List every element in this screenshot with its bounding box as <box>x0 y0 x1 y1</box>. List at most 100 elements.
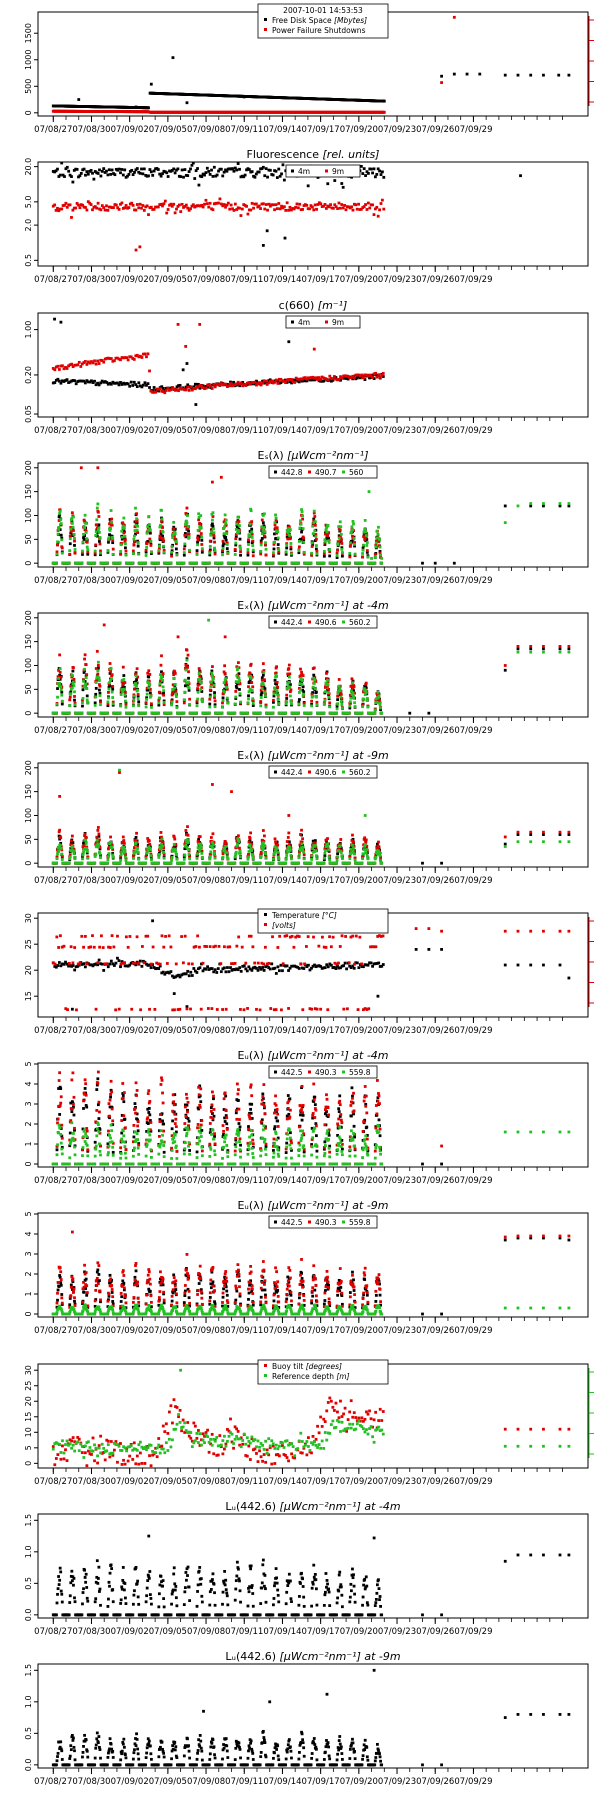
diurnal-point <box>310 551 314 555</box>
diurnal-point <box>93 701 97 705</box>
trend-point <box>51 381 55 385</box>
diurnal-point <box>69 531 73 535</box>
trend-point <box>169 388 173 392</box>
data-point <box>478 72 482 76</box>
diurnal-point <box>235 522 239 526</box>
trend-point <box>303 379 307 383</box>
diurnal-point <box>299 537 302 541</box>
diurnal-point <box>324 540 327 543</box>
diurnal-point <box>58 509 62 513</box>
diurnal-point <box>195 553 199 556</box>
band-point <box>100 169 104 173</box>
trend-point <box>122 356 125 360</box>
diurnal-point <box>301 514 305 518</box>
data-points <box>51 618 571 715</box>
band-point <box>85 208 89 212</box>
diurnal-point <box>212 531 216 535</box>
data-point <box>567 73 571 77</box>
trend-point <box>157 389 161 393</box>
diurnal-point <box>246 548 250 551</box>
band-point <box>65 205 69 209</box>
diurnal-point <box>135 512 138 516</box>
trend-point <box>53 381 57 384</box>
x-tick-label: 07/09/05 <box>149 576 187 586</box>
diurnal-point <box>118 561 122 565</box>
band-point <box>197 183 201 187</box>
x-tick-label: 07/09/02 <box>111 726 149 736</box>
data-point <box>53 317 56 321</box>
trend-point <box>218 383 222 387</box>
band-point <box>61 204 65 207</box>
diurnal-point <box>162 539 166 543</box>
band-point <box>294 205 297 209</box>
x-tick-label: 07/09/29 <box>454 726 492 736</box>
trend-point <box>256 382 260 385</box>
x-tick-label: 07/09/23 <box>378 576 416 586</box>
band-point <box>215 201 219 205</box>
diurnal-point <box>149 539 153 543</box>
x-tick-label: 07/09/08 <box>187 125 225 135</box>
data-point <box>529 502 533 505</box>
band-point <box>267 202 271 206</box>
y-tick-label: 1000 <box>24 50 33 70</box>
band-point <box>67 169 71 173</box>
band-point <box>224 205 227 209</box>
trend-point <box>51 367 55 370</box>
band-point <box>154 167 157 171</box>
diurnal-point <box>234 543 238 547</box>
trend-point <box>70 362 74 366</box>
band-point <box>151 173 155 177</box>
trend-point <box>343 376 347 380</box>
trend-point <box>80 362 84 366</box>
diurnal-point <box>259 543 263 547</box>
diurnal-point <box>68 542 72 546</box>
trend-point <box>74 382 78 386</box>
data-point <box>440 81 443 84</box>
band-point <box>116 168 120 172</box>
legend-label: Free Disk Space [Mbytes] <box>272 16 367 25</box>
trend-point <box>204 384 208 388</box>
band-point <box>259 167 262 171</box>
diurnal-point <box>159 532 163 536</box>
band-point <box>238 206 241 210</box>
band-point <box>284 208 288 212</box>
diurnal-point <box>72 532 76 536</box>
diurnal-point <box>212 534 216 538</box>
band-point <box>291 207 295 210</box>
trend-point <box>346 377 350 381</box>
diurnal-point <box>234 535 238 538</box>
band-point <box>177 174 181 178</box>
chart-title: c(660) [m⁻¹] <box>279 299 348 312</box>
trend-point <box>302 379 306 382</box>
band-point <box>205 166 209 170</box>
band-point <box>345 205 349 209</box>
band-point <box>359 164 363 168</box>
diurnal-point <box>108 533 111 537</box>
diurnal-point <box>373 561 377 565</box>
band-point <box>214 174 218 178</box>
band-point <box>266 208 269 212</box>
diurnal-point <box>144 561 147 565</box>
trend-point <box>308 378 312 382</box>
trend-point <box>193 387 197 391</box>
diurnal-point <box>299 519 302 523</box>
diurnal-point <box>213 546 216 550</box>
trend-point <box>268 380 272 383</box>
band-point <box>203 173 206 177</box>
trend-point <box>262 379 266 383</box>
trend-point <box>154 390 158 394</box>
diurnal-point <box>340 542 344 545</box>
trend-point <box>201 384 205 388</box>
diurnal-point <box>225 547 229 550</box>
y-tick-label: 0.05 <box>24 405 33 423</box>
data-point <box>542 73 545 77</box>
diurnal-point <box>221 553 224 557</box>
trend-point <box>108 357 112 361</box>
band-point <box>170 169 174 172</box>
diurnal-point <box>148 531 152 535</box>
x-tick-label: 07/08/30 <box>72 576 110 586</box>
band-point <box>187 170 191 173</box>
diurnal-point <box>238 537 242 541</box>
band-point <box>378 208 381 212</box>
trend-point <box>259 383 263 387</box>
